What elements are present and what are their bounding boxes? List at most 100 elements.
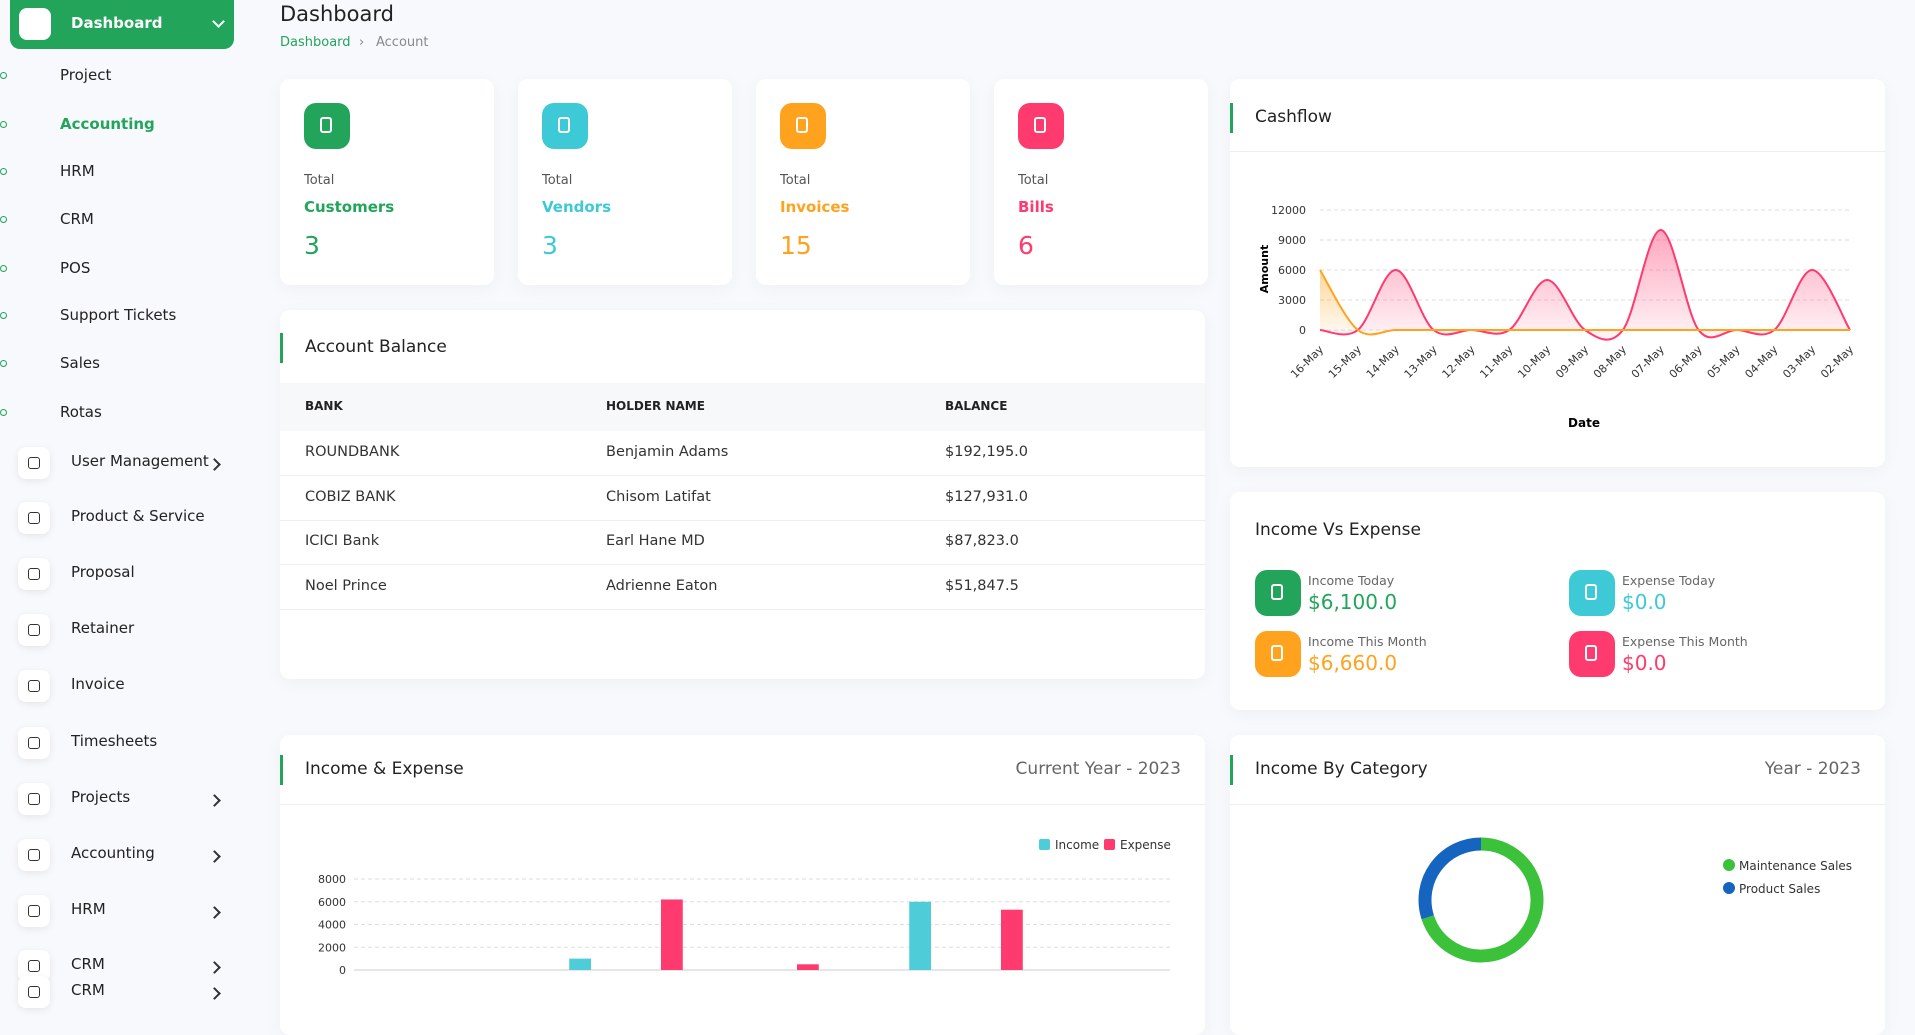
sidebar-icon (18, 558, 50, 590)
sidebar-icon (18, 670, 50, 702)
sidebar-item[interactable]: Proposal (71, 563, 135, 581)
table-header: HOLDER NAME (606, 399, 705, 413)
sidebar-subitem[interactable]: CRM (60, 210, 94, 228)
page: Dashboard Dashboard Dashboard › Account … (0, 0, 1885, 1000)
ive-label: Income This Month (1308, 634, 1427, 649)
bar (569, 958, 591, 970)
table-header: BALANCE (945, 399, 1008, 413)
card-subtitle: Year - 2023 (1764, 759, 1861, 779)
x-tick-label: 08-May (1591, 343, 1629, 381)
area (1320, 230, 1850, 340)
sidebar-item[interactable]: Product & Service (71, 507, 205, 525)
breadcrumb[interactable]: Dashboard (280, 35, 351, 50)
sidebar-subitem[interactable]: Accounting (60, 115, 155, 133)
sidebar-top: Dashboard (71, 14, 163, 32)
row-line (280, 519, 1205, 521)
stat-label: Total (304, 173, 335, 188)
table-cell: COBIZ BANK (305, 488, 396, 505)
sidebar-item[interactable]: User Management (71, 452, 209, 470)
stat-label: Total (1018, 173, 1049, 188)
legend-swatch (1723, 882, 1735, 894)
card-title: Account Balance (305, 337, 447, 357)
legend-label: Income (1055, 838, 1099, 852)
y-tick-label: 6000 (1278, 264, 1306, 277)
x-tick-label: 14-May (1364, 343, 1402, 381)
sub-dot (0, 409, 7, 416)
sub-dot (0, 168, 7, 175)
table-header: BANK (305, 399, 343, 413)
bar (797, 964, 819, 970)
x-tick-label: 09-May (1553, 343, 1591, 381)
ive-icon (1255, 631, 1301, 677)
x-tick-label: 10-May (1515, 343, 1553, 381)
line (1319, 228, 1851, 341)
card-title: Income & Expense (305, 759, 464, 779)
legend-swatch (1039, 839, 1050, 850)
x-tick-label: 07-May (1629, 343, 1667, 381)
stat-value: 6 (1018, 231, 1034, 260)
sidebar-item[interactable]: Timesheets (71, 732, 158, 750)
table-cell: Earl Hane MD (606, 533, 705, 550)
sub-dot (0, 312, 7, 319)
sidebar-item[interactable]: Accounting (71, 844, 155, 862)
table-cell: Noel Prince (305, 578, 387, 595)
home-icon (19, 8, 51, 40)
stat-icon (542, 103, 588, 149)
sidebar-subitem[interactable]: Rotas (60, 403, 102, 421)
y-tick-label: 3000 (1278, 294, 1306, 307)
table-cell: Adrienne Eaton (606, 578, 718, 595)
y-tick-label: 8000 (318, 873, 346, 886)
ive-icon (1569, 631, 1615, 677)
sidebar-item[interactable]: Retainer (71, 619, 135, 637)
sidebar-active[interactable]: Dashboard (10, 0, 234, 49)
sidebar-item[interactable]: Invoice (71, 675, 125, 693)
x-axis-label: Date (1568, 416, 1600, 430)
stat-name: Vendors (542, 198, 612, 216)
page-title: Dashboard (280, 2, 394, 26)
stat-icon (304, 103, 350, 149)
ive-value: $6,100.0 (1308, 590, 1398, 614)
income-expense-card: Income & Expense Current Year - 2023 (280, 735, 1205, 1035)
sidebar-item[interactable]: CRM (71, 981, 105, 999)
sidebar-subitem[interactable]: POS (60, 259, 91, 277)
donut-slice (1418, 837, 1482, 920)
ive-value: $0.0 (1622, 651, 1667, 675)
y-tick-label: 0 (1299, 324, 1306, 337)
account-balance-card: Account Balance (280, 310, 1205, 679)
card-subtitle: Current Year - 2023 (1015, 759, 1181, 779)
stat-name: Bills (1018, 198, 1054, 216)
stat-name: Customers (304, 198, 395, 216)
table-cell: $51,847.5 (945, 578, 1019, 595)
sidebar-subitem[interactable]: HRM (60, 162, 95, 180)
sidebar-icon (18, 783, 50, 815)
sidebar-item[interactable]: CRM (71, 955, 105, 973)
sidebar-icon (18, 895, 50, 927)
sidebar-item[interactable]: HRM (71, 900, 106, 918)
row-line (280, 475, 1205, 476)
table-cell: $87,823.0 (945, 533, 1019, 550)
stat-label: Total (780, 173, 811, 188)
card-title: Income Vs Expense (1255, 520, 1421, 540)
donut-slice (1421, 837, 1544, 963)
cashflow-card: Cashflow (1230, 79, 1885, 467)
sub-dot (0, 216, 7, 223)
stat-icon (1018, 103, 1064, 149)
table-cell: $192,195.0 (945, 444, 1029, 460)
y-tick-label: 6000 (318, 896, 346, 909)
y-tick-label: 4000 (318, 919, 346, 932)
bar (1001, 909, 1023, 970)
sidebar-icon (18, 614, 50, 646)
ive-label: Expense This Month (1622, 634, 1748, 649)
legend-swatch (1723, 859, 1735, 871)
sub-dot (0, 265, 7, 272)
x-tick-label: 11-May (1477, 343, 1515, 381)
x-tick-label: 16-May (1288, 343, 1326, 381)
ive-icon (1569, 570, 1615, 616)
sidebar-icon (18, 727, 50, 759)
sidebar-subitem[interactable]: Sales (60, 354, 100, 372)
x-tick-label: 15-May (1326, 343, 1364, 381)
sidebar-item[interactable]: Projects (71, 788, 131, 806)
sidebar-subitem[interactable]: Project (60, 66, 112, 84)
row-line (280, 564, 1205, 566)
sidebar-subitem[interactable]: Support Tickets (60, 306, 177, 324)
